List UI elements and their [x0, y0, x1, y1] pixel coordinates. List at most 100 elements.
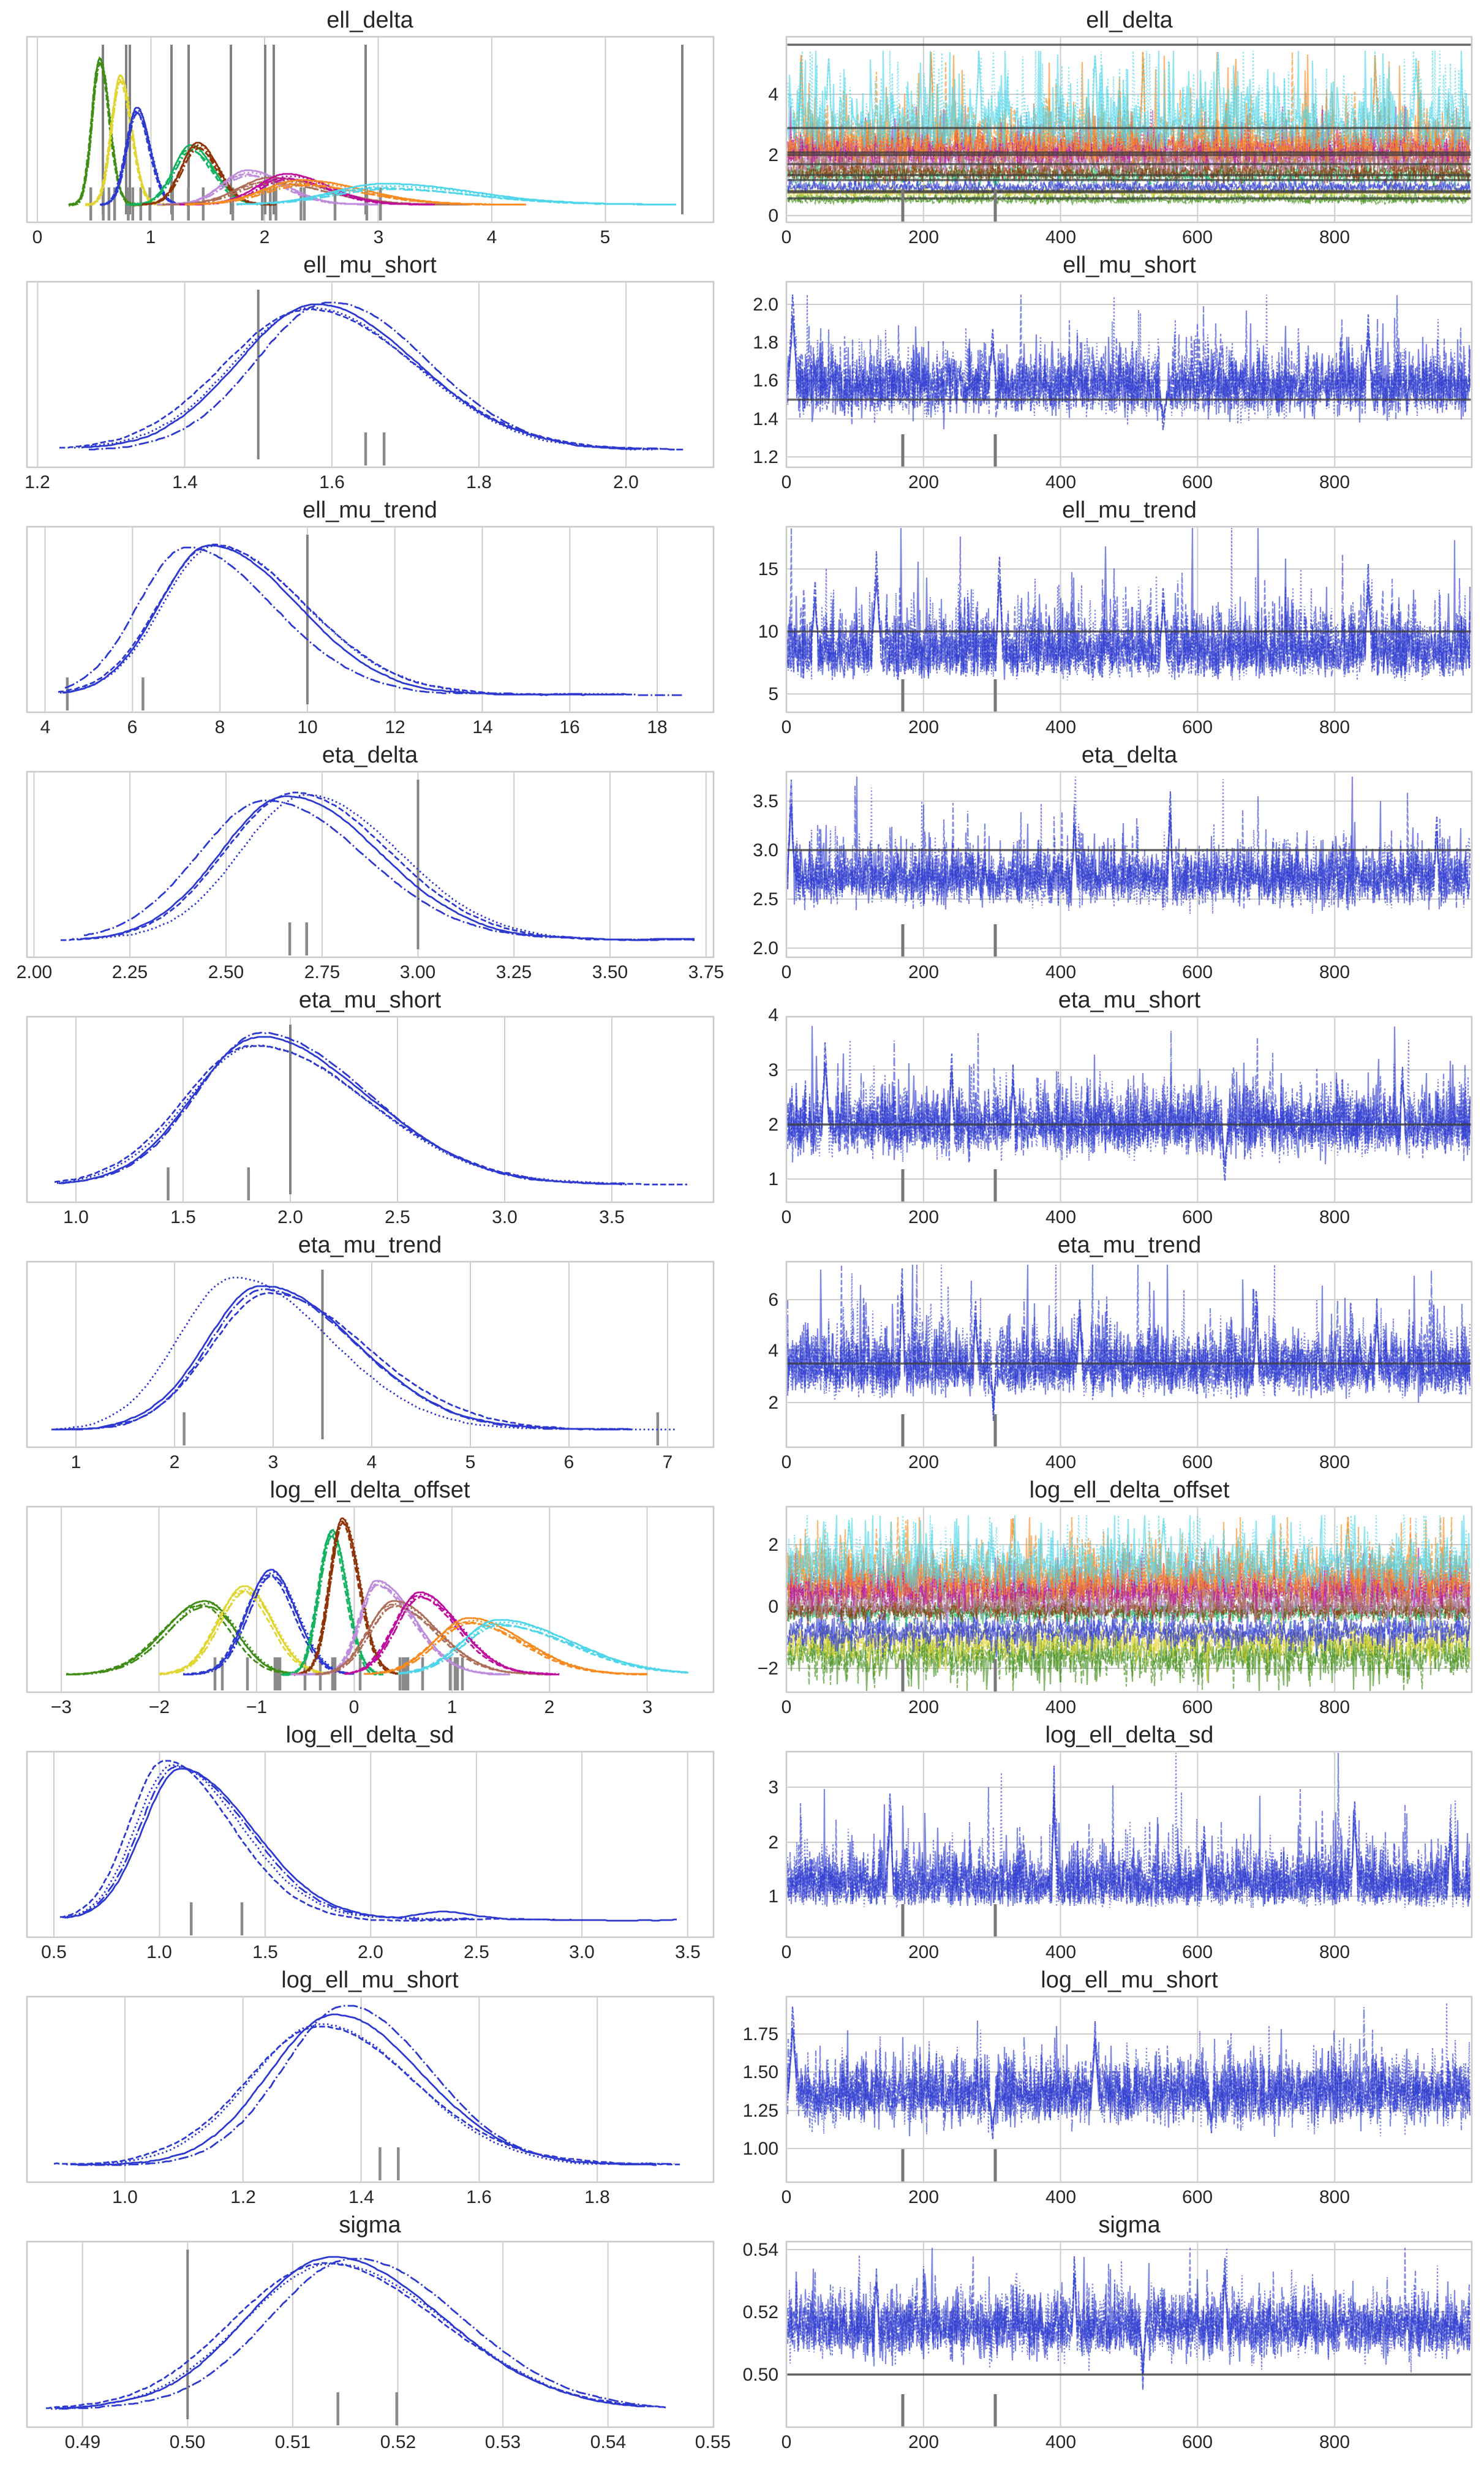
svg-text:1.2: 1.2 [753, 447, 778, 467]
svg-text:1.4: 1.4 [172, 472, 198, 492]
svg-text:2: 2 [544, 1697, 555, 1717]
svg-text:600: 600 [1182, 227, 1213, 247]
svg-text:1.8: 1.8 [753, 333, 778, 353]
svg-text:2: 2 [768, 1832, 778, 1853]
svg-text:200: 200 [908, 1942, 939, 1962]
svg-text:200: 200 [908, 2432, 939, 2452]
svg-text:−1: −1 [246, 1697, 267, 1717]
svg-text:2: 2 [768, 1535, 778, 1555]
svg-text:200: 200 [908, 962, 939, 982]
svg-text:eta_delta: eta_delta [1082, 742, 1178, 768]
svg-text:3: 3 [642, 1697, 653, 1717]
svg-text:800: 800 [1319, 2432, 1350, 2452]
svg-text:1.2: 1.2 [24, 472, 50, 492]
svg-text:3.50: 3.50 [592, 962, 628, 982]
svg-text:4: 4 [40, 717, 51, 737]
svg-text:800: 800 [1319, 717, 1350, 737]
svg-text:ell_mu_trend: ell_mu_trend [1062, 497, 1197, 523]
svg-text:log_ell_mu_short: log_ell_mu_short [281, 1967, 459, 1993]
svg-text:0: 0 [782, 227, 792, 247]
svg-text:3.5: 3.5 [753, 791, 778, 812]
svg-text:18: 18 [647, 717, 667, 737]
svg-text:log_ell_delta_sd: log_ell_delta_sd [1045, 1722, 1214, 1748]
svg-text:1.75: 1.75 [743, 2024, 778, 2044]
svg-text:400: 400 [1045, 2187, 1076, 2207]
svg-text:0.54: 0.54 [743, 2240, 778, 2260]
svg-text:200: 200 [908, 472, 939, 492]
svg-text:800: 800 [1319, 227, 1350, 247]
svg-text:−2: −2 [149, 1697, 170, 1717]
svg-text:log_ell_mu_short: log_ell_mu_short [1041, 1967, 1218, 1993]
svg-text:0: 0 [782, 1697, 792, 1717]
svg-text:eta_mu_trend: eta_mu_trend [298, 1232, 442, 1258]
svg-text:0.49: 0.49 [65, 2432, 100, 2452]
svg-text:400: 400 [1045, 1942, 1076, 1962]
svg-text:10: 10 [297, 717, 317, 737]
svg-text:0.50: 0.50 [170, 2432, 205, 2452]
svg-text:2.0: 2.0 [277, 1207, 303, 1227]
svg-text:3.25: 3.25 [496, 962, 532, 982]
svg-text:eta_mu_short: eta_mu_short [299, 987, 442, 1013]
svg-text:3.5: 3.5 [599, 1207, 625, 1227]
svg-text:600: 600 [1182, 717, 1213, 737]
svg-text:1.00: 1.00 [743, 2139, 778, 2159]
svg-text:800: 800 [1319, 1697, 1350, 1717]
svg-text:200: 200 [908, 227, 939, 247]
svg-text:0: 0 [768, 1597, 778, 1617]
svg-text:600: 600 [1182, 2187, 1213, 2207]
svg-text:1.6: 1.6 [319, 472, 345, 492]
svg-text:400: 400 [1045, 962, 1076, 982]
svg-text:600: 600 [1182, 962, 1213, 982]
svg-text:4: 4 [487, 227, 497, 247]
svg-text:12: 12 [385, 717, 405, 737]
svg-text:7: 7 [663, 1452, 673, 1472]
svg-text:4: 4 [768, 1005, 778, 1025]
svg-text:log_ell_delta_offset: log_ell_delta_offset [1030, 1477, 1230, 1503]
svg-text:0: 0 [782, 717, 792, 737]
svg-text:400: 400 [1045, 227, 1076, 247]
svg-text:ell_delta: ell_delta [1086, 7, 1173, 33]
svg-text:6: 6 [564, 1452, 574, 1472]
svg-text:1: 1 [447, 1697, 458, 1717]
svg-text:3: 3 [768, 1060, 778, 1080]
svg-text:400: 400 [1045, 472, 1076, 492]
svg-text:5: 5 [600, 227, 611, 247]
svg-text:3.0: 3.0 [753, 840, 778, 861]
svg-text:400: 400 [1045, 1207, 1076, 1227]
svg-text:2.50: 2.50 [208, 962, 244, 982]
svg-text:3: 3 [768, 1777, 778, 1798]
svg-text:1.0: 1.0 [63, 1207, 89, 1227]
svg-text:10: 10 [758, 622, 778, 642]
svg-text:2: 2 [170, 1452, 180, 1472]
svg-text:0.54: 0.54 [590, 2432, 626, 2452]
svg-text:2.00: 2.00 [17, 962, 52, 982]
svg-text:ell_mu_short: ell_mu_short [1063, 252, 1196, 278]
svg-text:8: 8 [215, 717, 225, 737]
svg-text:1.8: 1.8 [466, 472, 492, 492]
svg-text:4: 4 [367, 1452, 377, 1472]
svg-text:3: 3 [374, 227, 384, 247]
svg-text:600: 600 [1182, 1207, 1213, 1227]
svg-text:0: 0 [782, 962, 792, 982]
svg-text:0: 0 [782, 1942, 792, 1962]
svg-text:2.25: 2.25 [112, 962, 148, 982]
svg-text:2: 2 [768, 145, 778, 165]
svg-text:1.5: 1.5 [252, 1942, 278, 1962]
svg-text:400: 400 [1045, 2432, 1076, 2452]
svg-text:2: 2 [768, 1115, 778, 1135]
svg-text:800: 800 [1319, 472, 1350, 492]
svg-text:600: 600 [1182, 1452, 1213, 1472]
svg-text:1.50: 1.50 [743, 2062, 778, 2082]
svg-text:2.75: 2.75 [304, 962, 340, 982]
svg-text:2.0: 2.0 [753, 295, 778, 315]
svg-text:ell_mu_short: ell_mu_short [303, 252, 437, 278]
svg-text:eta_mu_trend: eta_mu_trend [1058, 1232, 1202, 1258]
svg-text:0.5: 0.5 [41, 1942, 67, 1962]
svg-text:−3: −3 [51, 1697, 72, 1717]
svg-text:sigma: sigma [1098, 2212, 1161, 2238]
svg-text:200: 200 [908, 1452, 939, 1472]
svg-text:1.2: 1.2 [230, 2187, 256, 2207]
svg-text:15: 15 [758, 559, 778, 579]
svg-text:0: 0 [782, 1207, 792, 1227]
svg-text:0: 0 [782, 1452, 792, 1472]
